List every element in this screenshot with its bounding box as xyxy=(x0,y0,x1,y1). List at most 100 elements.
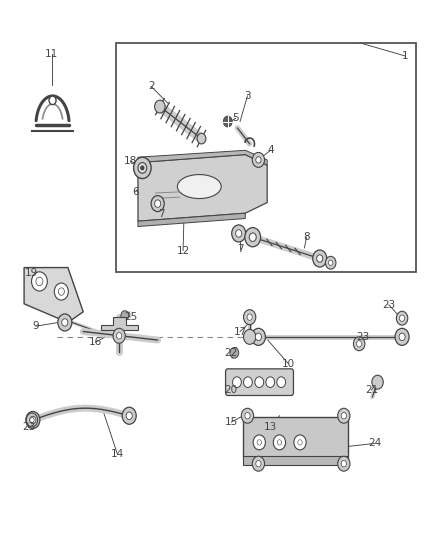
Circle shape xyxy=(134,157,151,179)
Text: 15: 15 xyxy=(225,417,238,427)
Circle shape xyxy=(341,413,346,419)
Circle shape xyxy=(338,408,350,423)
Bar xyxy=(243,417,348,457)
Circle shape xyxy=(141,166,144,170)
Circle shape xyxy=(233,377,241,387)
Circle shape xyxy=(328,260,333,265)
Text: 18: 18 xyxy=(124,156,137,166)
Circle shape xyxy=(256,461,261,467)
Polygon shape xyxy=(138,213,245,227)
Circle shape xyxy=(273,435,286,450)
Bar xyxy=(243,456,348,465)
Circle shape xyxy=(236,230,242,237)
Circle shape xyxy=(372,375,383,389)
Polygon shape xyxy=(101,317,138,330)
Polygon shape xyxy=(24,268,83,322)
Circle shape xyxy=(252,152,265,167)
Circle shape xyxy=(155,200,161,207)
Text: 19: 19 xyxy=(25,268,38,278)
Circle shape xyxy=(121,311,129,320)
Circle shape xyxy=(122,407,136,424)
Circle shape xyxy=(317,255,323,262)
Circle shape xyxy=(126,412,132,419)
Text: 14: 14 xyxy=(111,449,124,459)
Circle shape xyxy=(58,314,72,331)
Text: 9: 9 xyxy=(32,321,39,331)
Circle shape xyxy=(138,163,147,173)
Circle shape xyxy=(255,333,261,341)
Circle shape xyxy=(30,417,34,423)
Text: 6: 6 xyxy=(132,187,139,197)
Circle shape xyxy=(277,377,286,387)
Circle shape xyxy=(241,408,254,423)
Circle shape xyxy=(257,440,261,445)
Text: 7: 7 xyxy=(158,209,165,219)
Circle shape xyxy=(155,100,165,113)
Circle shape xyxy=(26,411,40,429)
Text: 17: 17 xyxy=(233,327,247,336)
Circle shape xyxy=(357,341,362,347)
Polygon shape xyxy=(138,150,267,165)
Circle shape xyxy=(244,310,256,325)
Text: 8: 8 xyxy=(303,232,310,242)
Text: 22: 22 xyxy=(225,348,238,358)
Circle shape xyxy=(151,196,164,212)
Circle shape xyxy=(353,337,365,351)
Circle shape xyxy=(256,157,261,163)
Text: 13: 13 xyxy=(264,423,277,432)
Circle shape xyxy=(26,413,38,427)
Circle shape xyxy=(249,233,256,241)
Text: 7: 7 xyxy=(237,244,244,254)
Text: 20: 20 xyxy=(225,385,238,395)
Circle shape xyxy=(32,272,47,291)
Polygon shape xyxy=(138,155,267,221)
Circle shape xyxy=(338,456,350,471)
Circle shape xyxy=(341,461,346,467)
Circle shape xyxy=(313,250,327,267)
Text: 11: 11 xyxy=(45,50,58,59)
Circle shape xyxy=(395,328,409,345)
Circle shape xyxy=(399,333,405,341)
Circle shape xyxy=(245,413,250,419)
Circle shape xyxy=(325,256,336,269)
FancyBboxPatch shape xyxy=(226,369,293,395)
Circle shape xyxy=(36,277,43,286)
Circle shape xyxy=(298,440,302,445)
Text: 23: 23 xyxy=(356,332,369,342)
Text: 23: 23 xyxy=(382,300,396,310)
Text: 23: 23 xyxy=(22,423,35,432)
Circle shape xyxy=(230,348,239,358)
Circle shape xyxy=(266,377,275,387)
Circle shape xyxy=(223,116,232,127)
Circle shape xyxy=(252,456,265,471)
Circle shape xyxy=(244,377,252,387)
Circle shape xyxy=(255,377,264,387)
Circle shape xyxy=(49,96,56,104)
Text: 3: 3 xyxy=(244,91,251,101)
Bar xyxy=(116,43,416,272)
Circle shape xyxy=(117,333,122,339)
Circle shape xyxy=(30,416,36,424)
Circle shape xyxy=(244,329,256,344)
Ellipse shape xyxy=(177,175,221,199)
Circle shape xyxy=(251,328,265,345)
Text: 12: 12 xyxy=(177,246,190,255)
Circle shape xyxy=(294,435,306,450)
Circle shape xyxy=(399,315,405,321)
Text: 25: 25 xyxy=(124,312,137,322)
Circle shape xyxy=(58,288,64,295)
Text: 5: 5 xyxy=(232,114,239,123)
Text: 2: 2 xyxy=(148,82,155,91)
Circle shape xyxy=(247,314,252,320)
Circle shape xyxy=(197,133,206,144)
Text: 10: 10 xyxy=(282,359,295,368)
Circle shape xyxy=(277,440,282,445)
Circle shape xyxy=(396,311,408,325)
Circle shape xyxy=(62,319,68,326)
Text: 16: 16 xyxy=(89,337,102,347)
Text: 1: 1 xyxy=(402,51,409,61)
Circle shape xyxy=(253,435,265,450)
Circle shape xyxy=(54,283,68,300)
Text: 24: 24 xyxy=(368,439,381,448)
Circle shape xyxy=(232,225,246,242)
